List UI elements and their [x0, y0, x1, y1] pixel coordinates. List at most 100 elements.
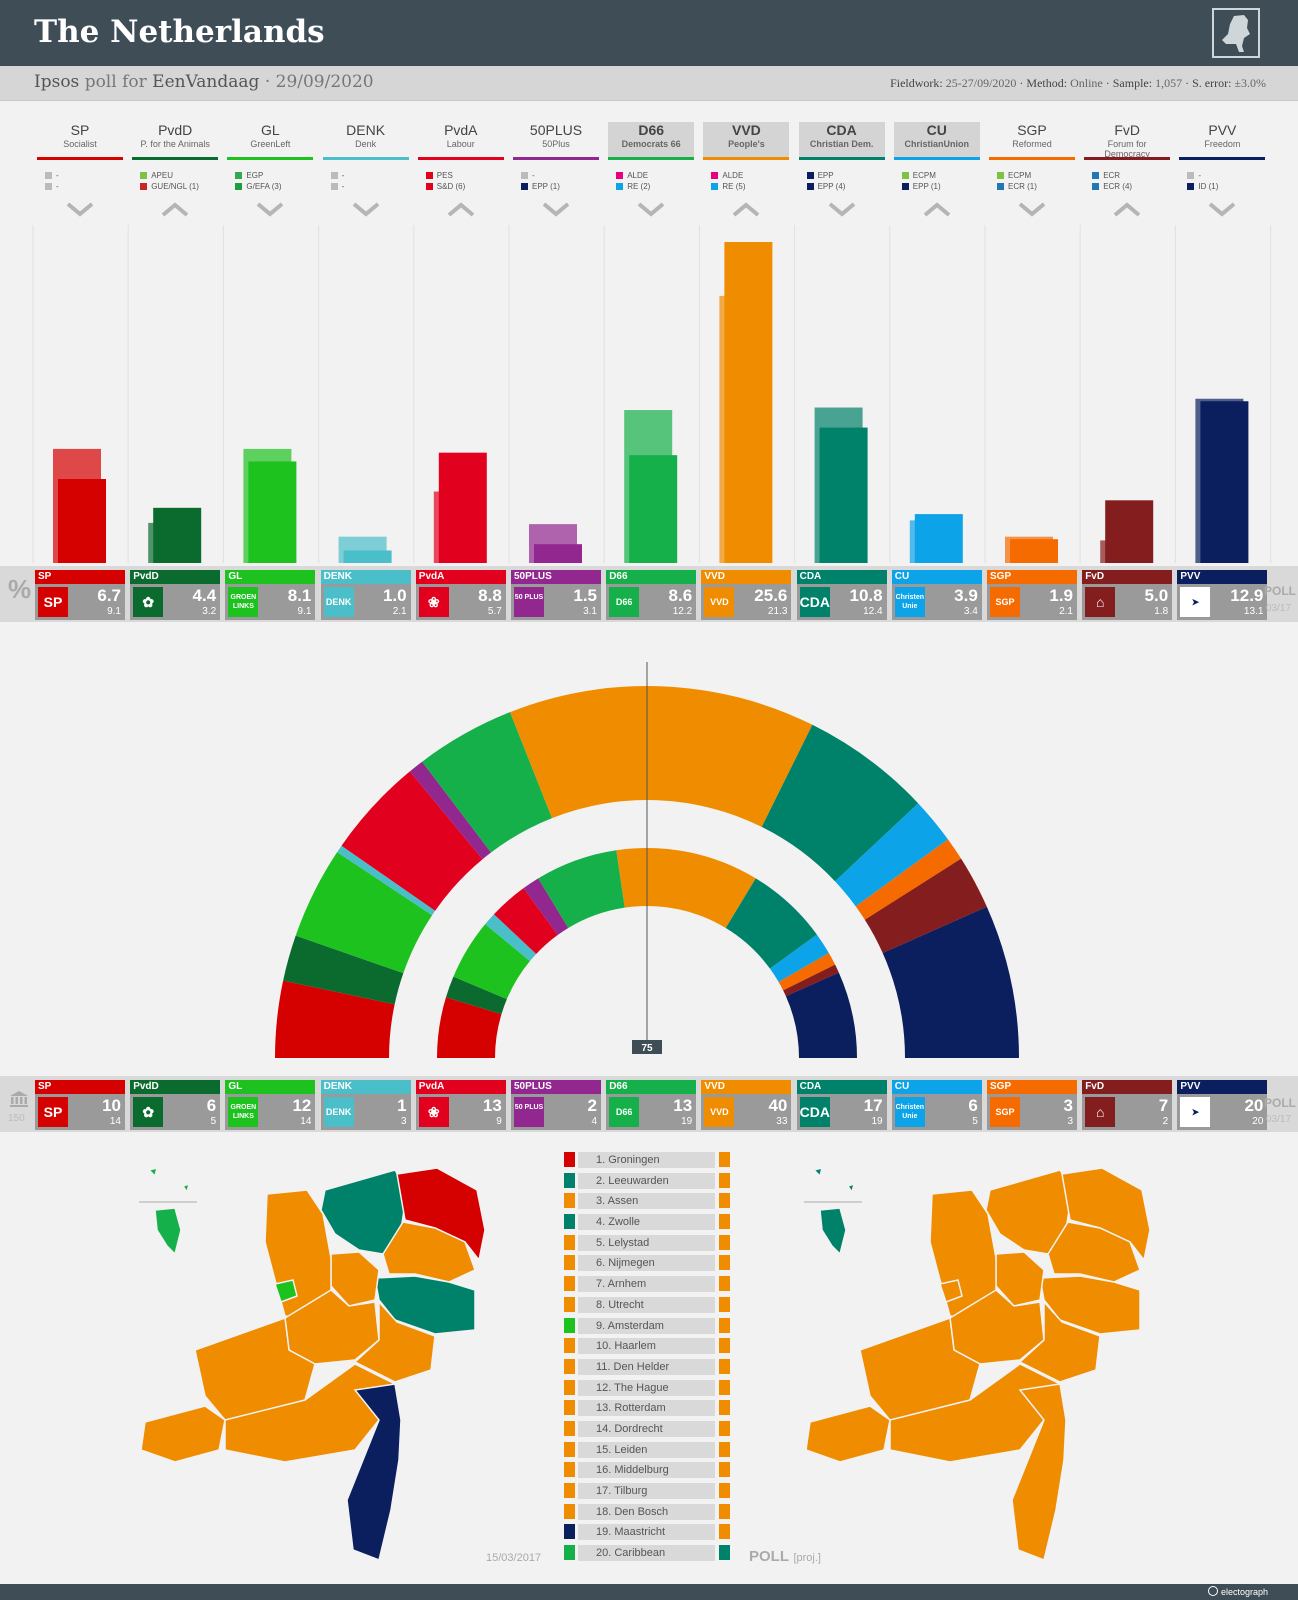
card-party-abbr: FvD: [1082, 1080, 1173, 1094]
bar-poll-cu: [914, 514, 963, 563]
pct-previous: 3.1: [583, 606, 597, 617]
eu-groups-sp: --: [37, 170, 123, 192]
eu-group-swatch: [1187, 172, 1195, 179]
region-2017-swatch: [564, 1338, 575, 1354]
party-abbr: PVV: [1208, 122, 1237, 138]
sample-label: · Sample:: [1105, 76, 1153, 90]
card-party-abbr: PvdA: [415, 570, 506, 584]
eu-groups-cu: ECPM EPP (1): [894, 170, 980, 192]
poll-seats-sgp: [855, 839, 962, 920]
region-row: 12. The Hague: [564, 1378, 732, 1399]
eu-group-label: GUE/NGL (1): [151, 182, 199, 191]
card-party-abbr: VVD: [701, 1080, 792, 1094]
party-logo-icon: VVD: [704, 1097, 735, 1127]
eu-group-label: EPP: [817, 171, 834, 180]
region-row: 14. Dordrecht: [564, 1419, 732, 1440]
party-fullname: Freedom: [1204, 139, 1241, 149]
eu-group-swatch: [521, 183, 528, 190]
eu-groups-pvdd: APEU GUE/NGL (1): [132, 170, 218, 192]
party-fullname: ChristianUnion: [904, 139, 970, 149]
region-row: 1. Groningen: [564, 1150, 732, 1171]
party-fullname: Forum for Democracy: [1104, 139, 1150, 159]
region-row: 3. Assen: [564, 1191, 732, 1212]
poll-seats-vvd: [510, 686, 813, 827]
region-2017-swatch: [564, 1420, 575, 1436]
card-party-abbr: FvD: [1082, 570, 1173, 584]
region-label: 19. Maastricht: [578, 1524, 715, 1541]
eu-group-swatch: [330, 172, 338, 179]
party-abbr: CU: [926, 122, 947, 138]
previous-seats-pvv: [785, 972, 857, 1058]
eu-groups-pvv: - ID (1): [1179, 170, 1265, 192]
seats-previous: 5: [210, 1116, 217, 1127]
seats-card-pvda: PvdA ❀ 13 9: [415, 1080, 506, 1130]
party-logo-icon: D66: [609, 587, 640, 617]
eu-group-label: EPP (1): [912, 182, 941, 191]
pct-value: 5.0: [1144, 586, 1169, 605]
pct-value: 4.4: [192, 586, 217, 605]
eu-group-item: -: [323, 170, 409, 181]
party-abbr: GL: [261, 122, 280, 138]
seats-value: 6: [968, 1096, 978, 1115]
party-abbr: SGP: [1017, 122, 1047, 138]
pct-card-d66: D66 D66 8.6 12.2: [606, 570, 697, 620]
region-poll-swatch: [719, 1420, 730, 1436]
eu-group-label: S&D (6): [436, 182, 466, 191]
region-row: 17. Tilburg: [564, 1481, 732, 1502]
party-fullname: Democrats 66: [621, 139, 681, 149]
card-party-abbr: D66: [606, 570, 697, 584]
eu-group-label: ECPM: [1008, 171, 1032, 180]
eu-group-swatch: [711, 172, 719, 179]
region-label: 5. Lelystad: [578, 1234, 715, 1251]
seats-value: 40: [768, 1096, 788, 1115]
previous-seats-fvd: [783, 964, 839, 997]
map-region-groningen: [1061, 1167, 1151, 1262]
seats-value: 17: [863, 1096, 883, 1115]
region-poll-swatch: [719, 1441, 730, 1457]
party-logo-icon: ➤: [1180, 1097, 1211, 1127]
eu-group-item: -: [1179, 170, 1265, 181]
pct-card-pvv: PVV ➤ 12.9 13.1: [1177, 570, 1268, 620]
footer-bar: [0, 1584, 1298, 1600]
party-logo-icon: ❀: [418, 1097, 449, 1127]
eu-group-item: ID (1): [1179, 181, 1265, 192]
eu-group-swatch: [140, 183, 148, 190]
eu-group-swatch: [330, 183, 338, 190]
seats-previous: 3: [1067, 1116, 1073, 1127]
eu-group-label: G/EFA (3): [246, 182, 282, 191]
pct-previous: 3.4: [963, 606, 978, 617]
party-logo-icon: SGP: [990, 1097, 1020, 1127]
bar-poll-d66: [629, 455, 678, 563]
seats-poll-label: POLL: [1264, 1096, 1296, 1110]
eu-groups-50plus: - EPP (1): [513, 170, 599, 192]
map-region-zeeland: [805, 1405, 891, 1463]
eu-group-swatch: [806, 183, 814, 190]
bar-poll-cda: [819, 427, 868, 563]
pct-card-denk: DENK DENK 1.0 2.1: [320, 570, 411, 620]
region-label: 4. Zwolle: [578, 1214, 715, 1231]
party-underline: [322, 157, 409, 160]
region-2017-swatch: [564, 1296, 575, 1312]
card-party-abbr: 50PLUS: [511, 570, 601, 584]
eu-group-item: RE (2): [608, 181, 694, 192]
party-abbr: CDA: [826, 122, 857, 138]
party-logo-icon: ➤: [1180, 587, 1211, 617]
pct-previous: 1.8: [1154, 606, 1169, 617]
poll-seats-fvd: [864, 858, 987, 954]
region-poll-swatch: [719, 1462, 730, 1478]
map-region-assen: [1047, 1221, 1141, 1283]
party-logo-icon: 50 PLUS: [514, 1097, 544, 1127]
map-region-zwolle: [374, 1275, 476, 1335]
poll-source: Ipsos poll for EenVandaag · 29/09/2020: [34, 72, 374, 92]
seats-value: 7: [1158, 1096, 1169, 1115]
region-poll-swatch: [719, 1503, 730, 1519]
map-2017-label: 15/03/2017: [486, 1552, 542, 1564]
party-header-pvv: PVV Freedom: [1179, 122, 1266, 160]
map-region-caribbean: [147, 1166, 191, 1256]
party-logo-icon: ✿: [133, 1097, 164, 1127]
region-row: 8. Utrecht: [564, 1295, 732, 1316]
party-header-50plus: 50PLUS 50Plus: [513, 122, 599, 160]
party-underline: [132, 157, 219, 160]
region-poll-swatch: [719, 1524, 730, 1540]
eu-group-label: ECR: [1103, 171, 1121, 180]
